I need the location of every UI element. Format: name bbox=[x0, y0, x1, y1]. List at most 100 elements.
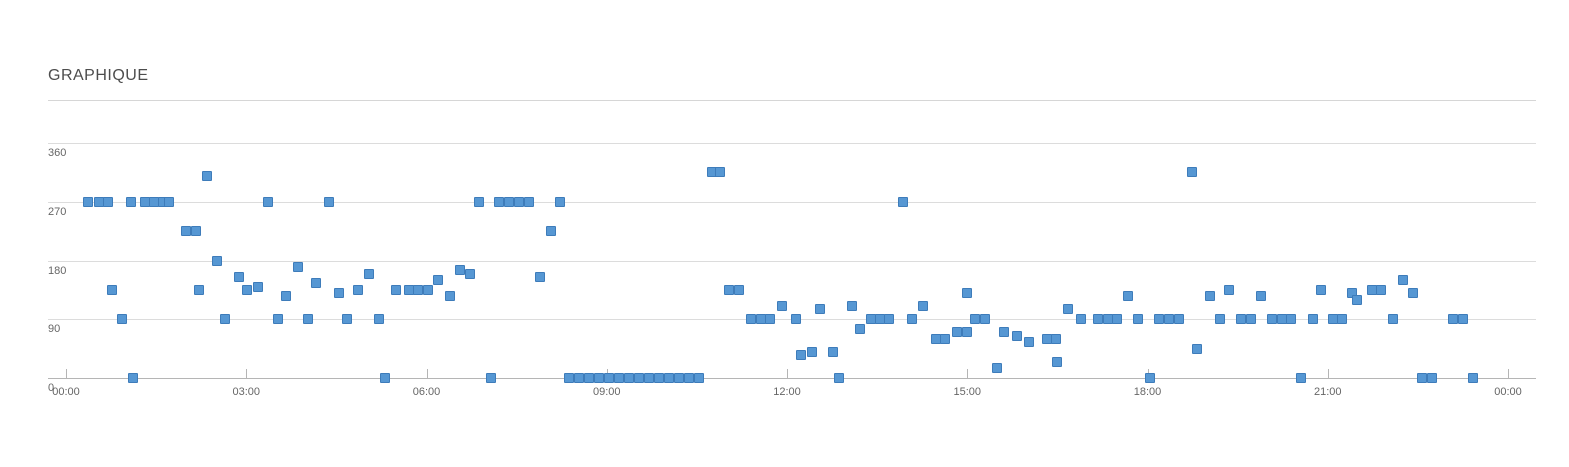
data-point[interactable] bbox=[1123, 291, 1134, 302]
data-point[interactable] bbox=[391, 284, 402, 295]
data-point[interactable] bbox=[413, 284, 424, 295]
data-point[interactable] bbox=[1076, 314, 1087, 325]
data-point[interactable] bbox=[473, 196, 484, 207]
data-point[interactable] bbox=[633, 373, 644, 383]
data-point[interactable] bbox=[653, 373, 664, 383]
data-point[interactable] bbox=[693, 373, 704, 383]
data-point[interactable] bbox=[907, 314, 918, 325]
data-point[interactable] bbox=[342, 314, 353, 325]
data-point[interactable] bbox=[623, 373, 634, 383]
data-point[interactable] bbox=[485, 373, 496, 383]
data-point[interactable] bbox=[523, 196, 534, 207]
data-point[interactable] bbox=[83, 196, 94, 207]
data-point[interactable] bbox=[962, 288, 973, 299]
data-point[interactable] bbox=[1295, 373, 1306, 383]
data-point[interactable] bbox=[776, 301, 787, 312]
data-point[interactable] bbox=[1051, 333, 1062, 344]
data-point[interactable] bbox=[940, 333, 951, 344]
data-point[interactable] bbox=[334, 288, 345, 299]
data-point[interactable] bbox=[1144, 373, 1155, 383]
data-point[interactable] bbox=[1012, 330, 1023, 341]
data-point[interactable] bbox=[194, 284, 205, 295]
data-point[interactable] bbox=[1407, 288, 1418, 299]
data-point[interactable] bbox=[1153, 314, 1164, 325]
data-point[interactable] bbox=[263, 196, 274, 207]
data-point[interactable] bbox=[212, 255, 223, 266]
data-point[interactable] bbox=[583, 373, 594, 383]
data-point[interactable] bbox=[573, 373, 584, 383]
data-point[interactable] bbox=[281, 291, 292, 302]
data-point[interactable] bbox=[202, 170, 213, 181]
data-point[interactable] bbox=[353, 284, 364, 295]
data-point[interactable] bbox=[364, 268, 375, 279]
data-point[interactable] bbox=[962, 327, 973, 338]
data-point[interactable] bbox=[855, 324, 866, 335]
data-point[interactable] bbox=[1223, 284, 1234, 295]
data-point[interactable] bbox=[1204, 291, 1215, 302]
data-point[interactable] bbox=[191, 226, 202, 237]
data-point[interactable] bbox=[1457, 314, 1468, 325]
data-point[interactable] bbox=[1173, 314, 1184, 325]
data-point[interactable] bbox=[723, 284, 734, 295]
data-point[interactable] bbox=[1426, 373, 1437, 383]
data-point[interactable] bbox=[918, 301, 929, 312]
data-point[interactable] bbox=[970, 314, 981, 325]
data-point[interactable] bbox=[534, 271, 545, 282]
data-point[interactable] bbox=[503, 196, 514, 207]
data-point[interactable] bbox=[992, 363, 1003, 374]
data-point[interactable] bbox=[493, 196, 504, 207]
data-point[interactable] bbox=[1315, 284, 1326, 295]
data-point[interactable] bbox=[293, 262, 304, 273]
data-point[interactable] bbox=[563, 373, 574, 383]
data-point[interactable] bbox=[745, 314, 756, 325]
data-point[interactable] bbox=[673, 373, 684, 383]
data-point[interactable] bbox=[1191, 343, 1202, 354]
data-point[interactable] bbox=[117, 314, 128, 325]
data-point[interactable] bbox=[303, 314, 314, 325]
data-point[interactable] bbox=[1397, 275, 1408, 286]
data-point[interactable] bbox=[1235, 314, 1246, 325]
data-point[interactable] bbox=[380, 373, 391, 383]
data-point[interactable] bbox=[791, 314, 801, 325]
data-point[interactable] bbox=[1245, 314, 1256, 325]
data-point[interactable] bbox=[807, 346, 818, 357]
data-point[interactable] bbox=[603, 373, 614, 383]
data-point[interactable] bbox=[1387, 314, 1398, 325]
data-point[interactable] bbox=[980, 314, 991, 325]
data-point[interactable] bbox=[663, 373, 674, 383]
data-point[interactable] bbox=[545, 226, 556, 237]
data-point[interactable] bbox=[1416, 373, 1427, 383]
data-point[interactable] bbox=[324, 196, 335, 207]
data-point[interactable] bbox=[828, 346, 839, 357]
data-point[interactable] bbox=[1186, 167, 1197, 178]
data-point[interactable] bbox=[220, 314, 231, 325]
data-point[interactable] bbox=[999, 327, 1010, 338]
data-point[interactable] bbox=[164, 196, 175, 207]
data-point[interactable] bbox=[1024, 337, 1035, 348]
data-point[interactable] bbox=[128, 373, 139, 383]
data-point[interactable] bbox=[613, 373, 624, 383]
data-point[interactable] bbox=[444, 291, 455, 302]
data-point[interactable] bbox=[683, 373, 694, 383]
data-point[interactable] bbox=[107, 284, 118, 295]
data-point[interactable] bbox=[1266, 314, 1277, 325]
data-point[interactable] bbox=[898, 196, 909, 207]
data-point[interactable] bbox=[464, 268, 475, 279]
data-point[interactable] bbox=[1163, 314, 1174, 325]
data-point[interactable] bbox=[234, 271, 245, 282]
data-point[interactable] bbox=[513, 196, 524, 207]
data-point[interactable] bbox=[1467, 373, 1478, 383]
data-point[interactable] bbox=[1133, 314, 1144, 325]
data-point[interactable] bbox=[103, 196, 114, 207]
data-point[interactable] bbox=[311, 278, 322, 289]
data-point[interactable] bbox=[1285, 314, 1296, 325]
data-point[interactable] bbox=[1307, 314, 1318, 325]
data-point[interactable] bbox=[1336, 314, 1347, 325]
data-point[interactable] bbox=[1255, 291, 1266, 302]
data-point[interactable] bbox=[554, 196, 565, 207]
data-point[interactable] bbox=[1063, 304, 1074, 315]
data-point[interactable] bbox=[374, 314, 385, 325]
data-point[interactable] bbox=[1052, 356, 1063, 367]
data-point[interactable] bbox=[454, 265, 465, 276]
data-point[interactable] bbox=[643, 373, 654, 383]
